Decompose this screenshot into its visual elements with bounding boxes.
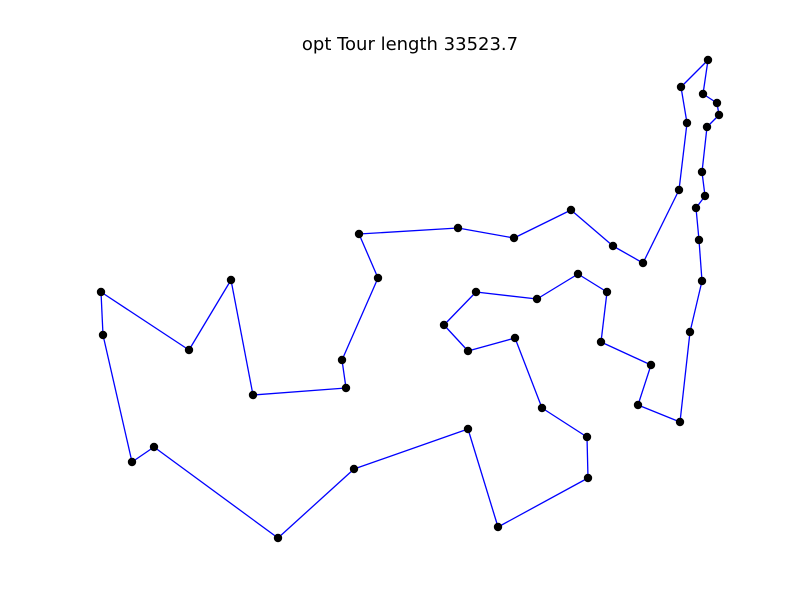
city-point: [582, 432, 592, 442]
tour-edge: [102, 334, 133, 463]
city-point: [184, 345, 194, 355]
city-point: [697, 276, 707, 286]
city-point: [532, 294, 542, 304]
city-point: [691, 203, 701, 213]
tour-edge: [457, 227, 515, 239]
city-point: [96, 287, 106, 297]
tour-edge: [467, 428, 499, 528]
city-point: [509, 233, 519, 243]
tour-edge: [637, 364, 652, 406]
city-point: [248, 390, 258, 400]
city-point: [675, 417, 685, 427]
tour-edge: [541, 407, 588, 438]
city-point: [226, 275, 236, 285]
city-point: [638, 258, 648, 268]
tour-edge: [701, 126, 708, 173]
tour-edge: [679, 331, 691, 423]
city-point: [149, 442, 159, 452]
city-point: [685, 327, 695, 337]
tour-nodes: [96, 55, 724, 543]
city-point: [714, 110, 724, 120]
tour-edge: [188, 279, 232, 351]
tour-edge: [702, 59, 709, 95]
tour-edge: [570, 209, 614, 247]
tour-edge: [358, 233, 379, 279]
city-point: [596, 337, 606, 347]
city-point: [510, 333, 520, 343]
city-point: [633, 400, 643, 410]
tour-edge: [341, 277, 379, 361]
city-point: [682, 118, 692, 128]
tour-edge: [100, 291, 190, 351]
tour-edge: [680, 59, 709, 88]
tour-edge: [600, 291, 608, 343]
tour-edge: [680, 86, 688, 124]
tour-edge: [475, 291, 538, 300]
city-point: [463, 346, 473, 356]
city-point: [98, 330, 108, 340]
city-point: [373, 273, 383, 283]
tour-edge: [497, 477, 589, 528]
tour-edge: [600, 341, 652, 366]
city-point: [127, 457, 137, 467]
tour-edge: [689, 280, 703, 333]
city-point: [439, 320, 449, 330]
city-point: [602, 287, 612, 297]
city-point: [676, 82, 686, 92]
city-point: [354, 229, 364, 239]
city-point: [537, 403, 547, 413]
city-point: [702, 122, 712, 132]
tour-edge: [252, 387, 347, 396]
tour-edge: [358, 227, 459, 235]
tour-edge: [536, 273, 579, 300]
city-point: [583, 473, 593, 483]
city-point: [453, 223, 463, 233]
tour-edge: [230, 279, 254, 396]
city-point: [341, 383, 351, 393]
tour-edge: [586, 436, 589, 479]
city-point: [703, 55, 713, 65]
tour-edge: [698, 239, 703, 282]
tour-edges: [100, 59, 720, 539]
tour-edge: [443, 324, 469, 352]
tour-edge: [642, 189, 680, 264]
city-point: [493, 522, 503, 532]
city-point: [697, 167, 707, 177]
city-point: [273, 533, 283, 543]
city-point: [646, 360, 656, 370]
tour-edge: [513, 209, 572, 239]
city-point: [349, 464, 359, 474]
city-point: [471, 287, 481, 297]
city-point: [700, 191, 710, 201]
city-point: [608, 241, 618, 251]
tour-edge: [353, 428, 469, 470]
city-point: [712, 98, 722, 108]
city-point: [463, 424, 473, 434]
city-point: [694, 235, 704, 245]
city-point: [698, 89, 708, 99]
city-point: [573, 269, 583, 279]
tour-edge: [443, 291, 477, 326]
tour-edge: [341, 359, 347, 389]
tour-edge: [100, 291, 104, 336]
tour-edge: [678, 122, 688, 191]
tour-edge: [153, 446, 279, 539]
chart-title: opt Tour length 33523.7: [301, 34, 519, 55]
tour-edge: [695, 207, 700, 241]
tour-edge: [637, 404, 681, 423]
tour-edge: [612, 245, 644, 264]
tour-edge: [577, 273, 608, 293]
tour-edge: [277, 468, 355, 539]
city-point: [674, 185, 684, 195]
tour-edge: [131, 446, 155, 463]
city-point: [566, 205, 576, 215]
city-point: [337, 355, 347, 365]
tour-edge: [467, 337, 516, 352]
tour-edge: [514, 337, 543, 409]
